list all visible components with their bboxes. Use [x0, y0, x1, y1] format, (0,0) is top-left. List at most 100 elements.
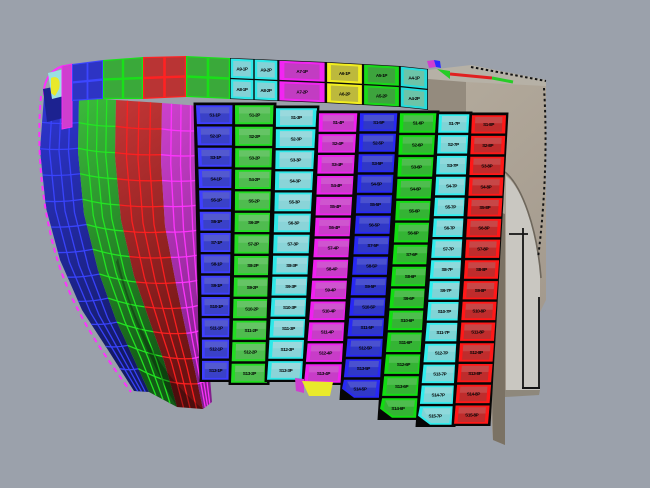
shell-plate-face[interactable]	[313, 303, 345, 319]
shell-plate-face[interactable]	[309, 345, 341, 360]
plate-face[interactable]	[367, 67, 396, 84]
shell-plate-face[interactable]	[360, 176, 392, 192]
sheer-plate-cyan[interactable]: A9-1P A9-2P A8-1P A8-2P	[230, 58, 278, 101]
panel-cell[interactable]	[144, 57, 164, 77]
plate-face[interactable]	[330, 65, 359, 82]
plate-face[interactable]	[233, 60, 251, 77]
shell-plate-face[interactable]	[238, 171, 270, 187]
bottom-yellow-wedge[interactable]	[302, 381, 333, 396]
shell-plate-face[interactable]	[394, 268, 426, 285]
shell-plate-face[interactable]	[468, 241, 497, 257]
shell-plate-face[interactable]	[462, 345, 491, 360]
bottom-magenta-tab[interactable]	[295, 378, 304, 393]
bow-surface-green[interactable]	[77, 97, 177, 407]
shell-plate-face[interactable]	[204, 320, 228, 336]
shell-plate-face[interactable]	[279, 131, 313, 147]
strake-1-blue[interactable]: S1-1P S2-1P S3-1P S4-1P S5-1P S6-1P S7-1P S8-1P…	[193, 102, 236, 383]
shell-plate-face[interactable]	[278, 194, 311, 210]
shell-plate-face[interactable]	[437, 199, 464, 215]
shell-plate-face[interactable]	[236, 301, 267, 317]
shell-plate-face[interactable]	[441, 116, 467, 131]
shell-plate-face[interactable]	[275, 278, 307, 294]
shell-plate-face[interactable]	[314, 282, 346, 298]
shell-plate-face[interactable]	[434, 241, 462, 256]
shell-plate-face[interactable]	[388, 356, 420, 372]
shell-plate-face[interactable]	[321, 136, 354, 151]
shell-plate-face[interactable]	[322, 115, 355, 130]
shell-plate-face[interactable]	[402, 137, 433, 153]
shell-plate-face[interactable]	[457, 407, 486, 422]
shell-plate-face[interactable]	[363, 115, 395, 130]
shell-plate-face[interactable]	[204, 277, 229, 293]
shell-plate-face[interactable]	[386, 378, 418, 394]
shell-plate-face[interactable]	[199, 107, 230, 123]
shell-plate-face[interactable]	[425, 366, 455, 382]
shell-plate-face[interactable]	[318, 219, 350, 235]
shell-plate-face[interactable]	[470, 200, 499, 215]
shell-plate-face[interactable]	[238, 214, 269, 231]
shell-plate-face[interactable]	[204, 362, 227, 378]
bow-surface-red[interactable]	[114, 100, 203, 409]
shell-plate-face[interactable]	[238, 193, 270, 209]
shell-plate-columns[interactable]: S1-1P S2-1P S3-1P S4-1P S5-1P S6-1P S7-1P S8-1P…	[193, 102, 509, 428]
sheer-plate-green[interactable]: A5-1P A5-2P	[363, 64, 400, 107]
shell-plate-face[interactable]	[472, 158, 501, 174]
shell-plate-face[interactable]	[391, 312, 423, 329]
shell-plate-face[interactable]	[463, 324, 492, 339]
shell-plate-face[interactable]	[427, 345, 456, 361]
sheer-panel-green-2[interactable]	[186, 56, 230, 99]
bow-surface-red-face[interactable]	[115, 100, 203, 409]
panel-cell[interactable]	[88, 80, 103, 99]
shell-plate-face[interactable]	[347, 361, 379, 376]
plate-face[interactable]	[233, 81, 251, 98]
plate-face[interactable]	[403, 89, 425, 107]
shell-plate-face[interactable]	[238, 107, 271, 123]
shell-plate-face[interactable]	[421, 408, 451, 423]
shell-plate-face[interactable]	[357, 238, 389, 253]
shell-plate-face[interactable]	[317, 240, 349, 256]
shell-plate-face[interactable]	[307, 366, 340, 381]
plate-face[interactable]	[403, 69, 425, 87]
shell-plate-face[interactable]	[351, 320, 383, 335]
shell-plate-face[interactable]	[467, 262, 496, 277]
shell-plate-face[interactable]	[359, 197, 391, 212]
shell-plate-face[interactable]	[203, 213, 230, 229]
plate-face[interactable]	[257, 82, 275, 99]
bow-surfaces[interactable]	[40, 96, 212, 409]
shell-plate-face[interactable]	[389, 334, 421, 351]
plate-face[interactable]	[367, 87, 396, 105]
shell-plate-face[interactable]	[204, 298, 229, 314]
shell-plate-face[interactable]	[270, 363, 301, 378]
plate-face[interactable]	[284, 83, 320, 101]
shell-plate-face[interactable]	[433, 262, 461, 277]
shell-plate-face[interactable]	[273, 320, 304, 336]
shell-plate-face[interactable]	[438, 178, 465, 194]
shell-plate-face[interactable]	[234, 365, 265, 381]
shell-plate-face[interactable]	[272, 341, 303, 357]
shell-plate-face[interactable]	[403, 115, 434, 131]
shell-plate-face[interactable]	[399, 202, 430, 219]
shell-plate-face[interactable]	[311, 324, 343, 340]
shell-plate-face[interactable]	[203, 256, 230, 272]
plate-face[interactable]	[284, 63, 320, 80]
shell-plate-face[interactable]	[397, 224, 429, 241]
shell-plate-face[interactable]	[396, 246, 427, 263]
shell-plate-face[interactable]	[435, 220, 463, 236]
shell-plate-face[interactable]	[428, 324, 457, 340]
bow-surface-green-face[interactable]	[78, 97, 177, 407]
panel-cell[interactable]	[124, 58, 142, 78]
shell-plate-face[interactable]	[201, 149, 230, 165]
bow-surface-blue[interactable]	[40, 96, 149, 393]
panel-cell[interactable]	[72, 63, 87, 82]
shell-plate-face[interactable]	[237, 279, 268, 295]
bow-surface-blue-face[interactable]	[40, 96, 149, 392]
shell-plate-face[interactable]	[430, 303, 459, 319]
shell-plate-face[interactable]	[473, 137, 502, 153]
strake-8-red[interactable]: S1-8P S2-8P S3-8P S4-8P S5-8P S6-8P S7-8P S8-8P…	[451, 112, 509, 427]
shell-plate-face[interactable]	[439, 157, 466, 173]
panel-cell[interactable]	[187, 77, 207, 97]
shell-plate-face[interactable]	[349, 340, 381, 356]
panel-cell[interactable]	[72, 82, 87, 100]
shell-plate-face[interactable]	[383, 400, 415, 416]
